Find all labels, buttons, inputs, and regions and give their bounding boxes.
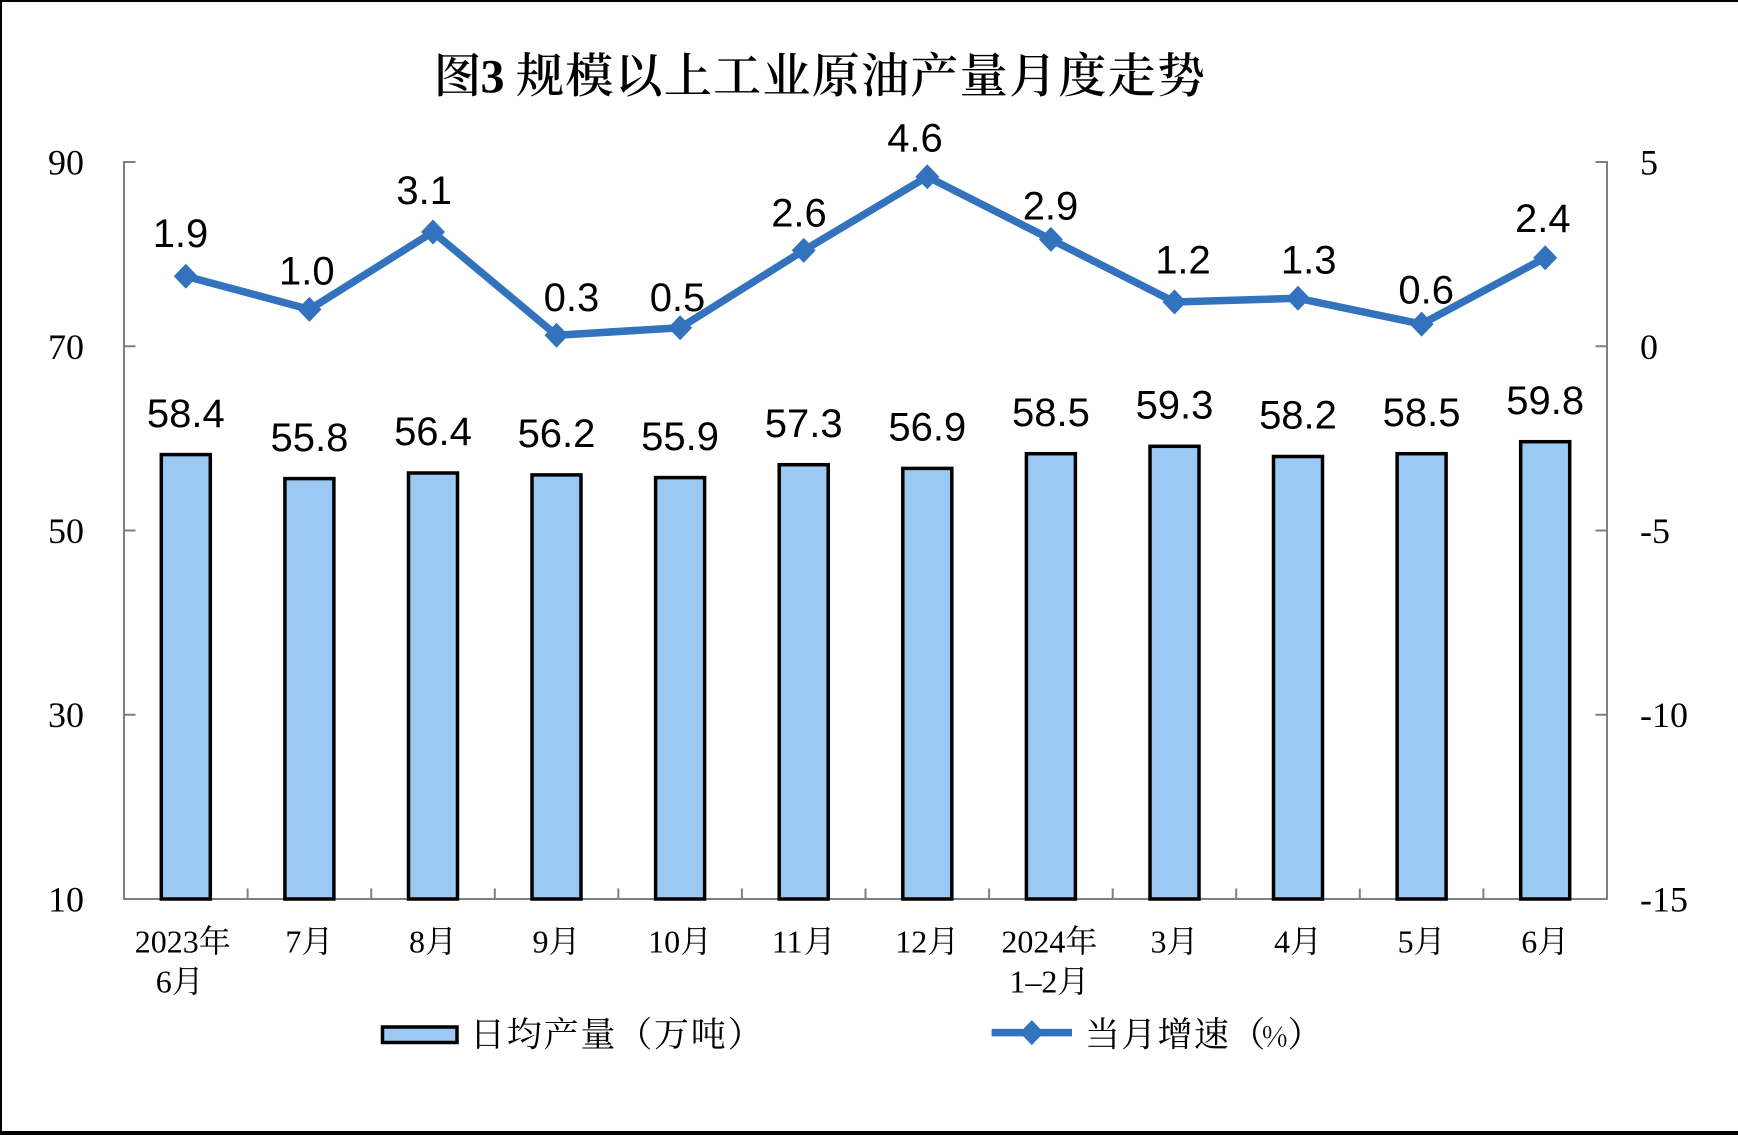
svg-text:0: 0: [1640, 327, 1658, 367]
svg-text:50: 50: [48, 511, 84, 551]
svg-text:55.9: 55.9: [641, 415, 719, 459]
svg-text:58.5: 58.5: [1383, 391, 1461, 435]
svg-text:3: 3: [1151, 924, 1167, 960]
svg-text:11: 11: [772, 924, 803, 960]
svg-text:56.4: 56.4: [394, 410, 472, 454]
svg-text:0.3: 0.3: [544, 276, 600, 320]
svg-text:57.3: 57.3: [765, 402, 843, 446]
svg-text:3: 3: [481, 51, 505, 104]
svg-text:2.6: 2.6: [771, 191, 827, 235]
svg-text:55.8: 55.8: [270, 416, 348, 460]
svg-text:1.0: 1.0: [279, 249, 335, 293]
svg-text:56.9: 56.9: [888, 406, 966, 450]
svg-text:2023: 2023: [135, 924, 199, 960]
svg-text:9: 9: [533, 924, 549, 960]
svg-text:8: 8: [409, 924, 425, 960]
svg-text:30: 30: [48, 695, 84, 735]
svg-text:7: 7: [285, 924, 301, 960]
svg-text:6: 6: [156, 964, 172, 1000]
svg-text:-5: -5: [1640, 511, 1670, 551]
svg-text:10: 10: [648, 924, 680, 960]
svg-text:90: 90: [48, 143, 84, 183]
svg-text:5: 5: [1398, 924, 1414, 960]
svg-text:59.8: 59.8: [1506, 379, 1584, 423]
svg-text:2024: 2024: [1001, 924, 1065, 960]
svg-text:12: 12: [895, 924, 927, 960]
svg-text:4.6: 4.6: [887, 116, 943, 160]
svg-text:3.1: 3.1: [396, 169, 452, 213]
svg-text:58.4: 58.4: [147, 392, 225, 436]
svg-text:4: 4: [1274, 924, 1290, 960]
svg-text:5: 5: [1640, 143, 1658, 183]
svg-text:2.4: 2.4: [1515, 197, 1571, 241]
svg-text:-10: -10: [1640, 695, 1688, 735]
svg-text:1–2: 1–2: [1009, 964, 1057, 1000]
svg-text:58.5: 58.5: [1012, 391, 1090, 435]
svg-text:1.3: 1.3: [1281, 238, 1337, 282]
svg-text:6: 6: [1521, 924, 1537, 960]
svg-text:1.2: 1.2: [1155, 238, 1211, 282]
svg-text:-15: -15: [1640, 880, 1688, 920]
svg-text:2.9: 2.9: [1023, 185, 1079, 229]
svg-text:1.9: 1.9: [153, 212, 209, 256]
svg-text:59.3: 59.3: [1136, 384, 1214, 428]
svg-text:10: 10: [48, 880, 84, 920]
svg-text:56.2: 56.2: [518, 412, 596, 456]
svg-text:70: 70: [48, 327, 84, 367]
svg-text:58.2: 58.2: [1259, 394, 1337, 438]
svg-text:0.6: 0.6: [1398, 268, 1454, 312]
svg-text:0.5: 0.5: [650, 276, 706, 320]
